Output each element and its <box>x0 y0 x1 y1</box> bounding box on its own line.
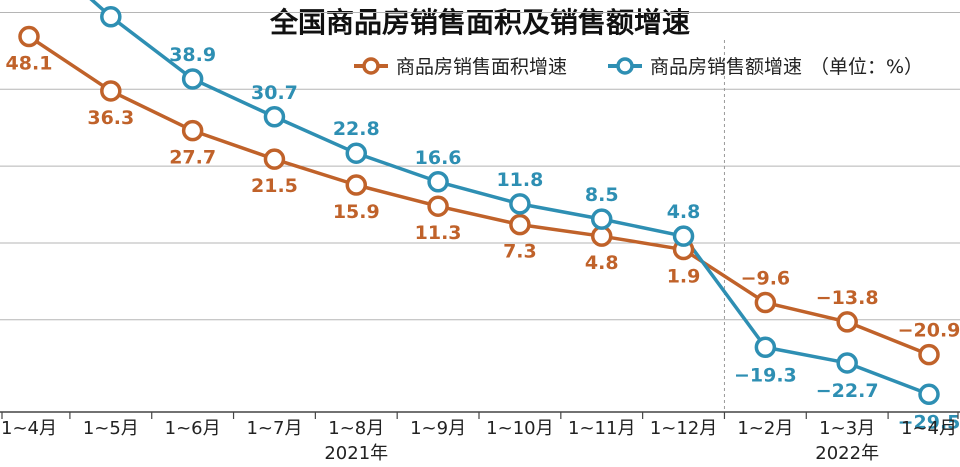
x-tick-label-11: 1~4月 <box>901 418 957 439</box>
data-labels: 48.1 36.3 27.7 21.5 15.9 11.3 7.3 4.8 1.9 −9.6 −13… <box>6 0 960 433</box>
point-s1-11 <box>918 383 940 406</box>
series-line-0 <box>28 35 930 357</box>
data-label-s0-2: 27.7 <box>169 147 216 169</box>
point-s1-9 <box>754 336 777 359</box>
data-label-s1-3: 30.7 <box>251 82 298 104</box>
data-label-s1-11: −29.5 <box>898 411 960 433</box>
point-s1-7 <box>590 208 613 230</box>
data-label-s0-0: 48.1 <box>6 53 53 75</box>
data-label-s1-10: −22.7 <box>816 380 879 402</box>
series-lines <box>28 0 930 396</box>
series-points <box>18 5 940 406</box>
data-label-s1-7: 8.5 <box>585 184 619 206</box>
data-label-s0-1: 36.3 <box>87 107 134 129</box>
point-s1-5 <box>427 171 449 193</box>
x-tick-label-0: 1~4月 <box>1 418 57 439</box>
point-s0-11 <box>918 343 940 366</box>
data-label-s1-4: 22.8 <box>333 118 380 140</box>
data-label-s0-6: 7.3 <box>503 241 537 263</box>
legend-marker-area <box>362 57 380 75</box>
data-label-s0-4: 15.9 <box>333 201 380 223</box>
point-s0-10 <box>836 311 858 333</box>
data-label-s1-2: 38.9 <box>169 44 216 66</box>
point-s1-10 <box>836 352 858 374</box>
data-label-s1-9: −19.3 <box>734 364 797 386</box>
data-label-s1-6: 11.8 <box>496 169 543 191</box>
point-s1-8 <box>672 225 695 247</box>
point-s0-5 <box>427 195 449 217</box>
x-tick-label-5: 1~9月 <box>410 418 466 439</box>
x-tick-label-3: 1~7月 <box>246 418 302 439</box>
point-s0-1 <box>100 80 122 102</box>
x-tick-label-8: 1~12月 <box>650 418 717 439</box>
data-label-s0-3: 21.5 <box>251 175 298 197</box>
point-s1-4 <box>345 142 368 164</box>
point-s1-2 <box>181 68 204 90</box>
data-label-s1-5: 16.6 <box>415 147 462 169</box>
series-line-1 <box>89 0 930 396</box>
legend-label-amount: 商品房销售额增速 <box>650 56 802 78</box>
data-label-s0-10: −13.8 <box>816 287 879 309</box>
year-label-0: 2021年 <box>324 443 388 464</box>
x-axis: 1~4月 1~5月 1~6月 1~7月 1~8月 1~9月 1~10月 1~11月 1~12月 1… <box>0 411 960 464</box>
legend-marker-amount <box>616 57 634 75</box>
data-label-s1-8: 4.8 <box>667 201 701 223</box>
legend-label-area: 商品房销售面积增速 <box>396 56 567 78</box>
x-tick-label-1: 1~5月 <box>83 418 139 439</box>
point-s1-3 <box>263 106 286 128</box>
point-s0-4 <box>345 174 368 196</box>
point-s0-2 <box>181 119 204 142</box>
gridlines <box>0 11 960 412</box>
data-label-s0-9: −9.6 <box>741 268 791 290</box>
data-label-s0-7: 4.8 <box>585 252 619 274</box>
x-tick-label-2: 1~6月 <box>165 418 221 439</box>
data-label-s0-11: −20.9 <box>898 320 960 342</box>
legend: 商品房销售面积增速 商品房销售额增速 （单位：%） <box>354 56 923 78</box>
data-label-s0-5: 11.3 <box>415 222 462 244</box>
point-s0-3 <box>263 148 286 170</box>
point-s0-7 <box>590 225 613 247</box>
data-label-s1-1: 52.4 <box>87 0 134 4</box>
chart-title: 全国商品房销售面积及销售额增速 <box>269 6 690 39</box>
x-tick-label-9: 1~2月 <box>737 418 793 439</box>
x-tick-label-6: 1~10月 <box>486 418 553 439</box>
point-s1-6 <box>509 193 531 215</box>
point-s0-0 <box>18 25 40 48</box>
x-tick-label-4: 1~8月 <box>328 418 384 439</box>
point-s0-9 <box>754 291 777 314</box>
legend-unit-note: （单位：%） <box>810 56 923 78</box>
year-label-1: 2022年 <box>815 443 879 464</box>
point-s0-6 <box>509 213 531 236</box>
x-tick-label-10: 1~3月 <box>819 418 875 439</box>
x-tick-label-7: 1~11月 <box>568 418 635 439</box>
data-label-s0-8: 1.9 <box>667 266 701 288</box>
point-s1-1 <box>100 5 122 28</box>
